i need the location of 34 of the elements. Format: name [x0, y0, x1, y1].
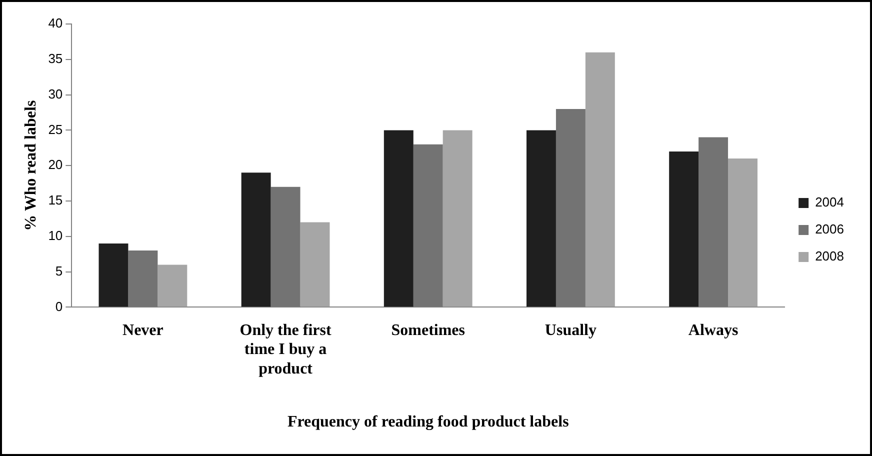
- y-axis-title: % Who read labels: [22, 100, 40, 231]
- bar: [384, 130, 414, 307]
- y-tick-label: 0: [55, 298, 63, 314]
- y-tick-label: 5: [55, 263, 63, 278]
- legend-label: 2008: [815, 248, 844, 264]
- x-tick-label: Never: [122, 322, 164, 339]
- x-axis-title: Frequency of reading food product labels: [287, 414, 569, 431]
- bar: [128, 250, 158, 307]
- x-tick-label: Usually: [544, 322, 596, 339]
- bar: [526, 130, 556, 307]
- bar: [698, 137, 728, 307]
- bar: [158, 264, 188, 307]
- bar: [270, 186, 300, 307]
- bar: [413, 144, 443, 307]
- x-tick-label: Always: [688, 322, 738, 339]
- y-tick-label: 40: [48, 16, 63, 31]
- y-tick-label: 35: [48, 50, 63, 66]
- y-tick-label: 15: [48, 192, 63, 208]
- bar: [556, 108, 586, 307]
- y-tick-label: 30: [48, 86, 63, 102]
- x-tick-label: Only the first time I buy a product: [240, 322, 332, 378]
- bar: [728, 158, 758, 307]
- bar: [241, 172, 271, 307]
- bar: [669, 151, 699, 307]
- y-tick-label: 25: [48, 122, 63, 137]
- y-tick-label: 20: [48, 157, 63, 172]
- legend-label: 2004: [815, 194, 844, 210]
- bar: [300, 222, 330, 307]
- bar: [442, 130, 472, 307]
- legend-label: 2006: [815, 222, 844, 237]
- x-tick-label: Sometimes: [391, 322, 466, 339]
- bar: [98, 243, 128, 307]
- bar: [585, 52, 615, 307]
- y-tick-label: 10: [48, 228, 63, 243]
